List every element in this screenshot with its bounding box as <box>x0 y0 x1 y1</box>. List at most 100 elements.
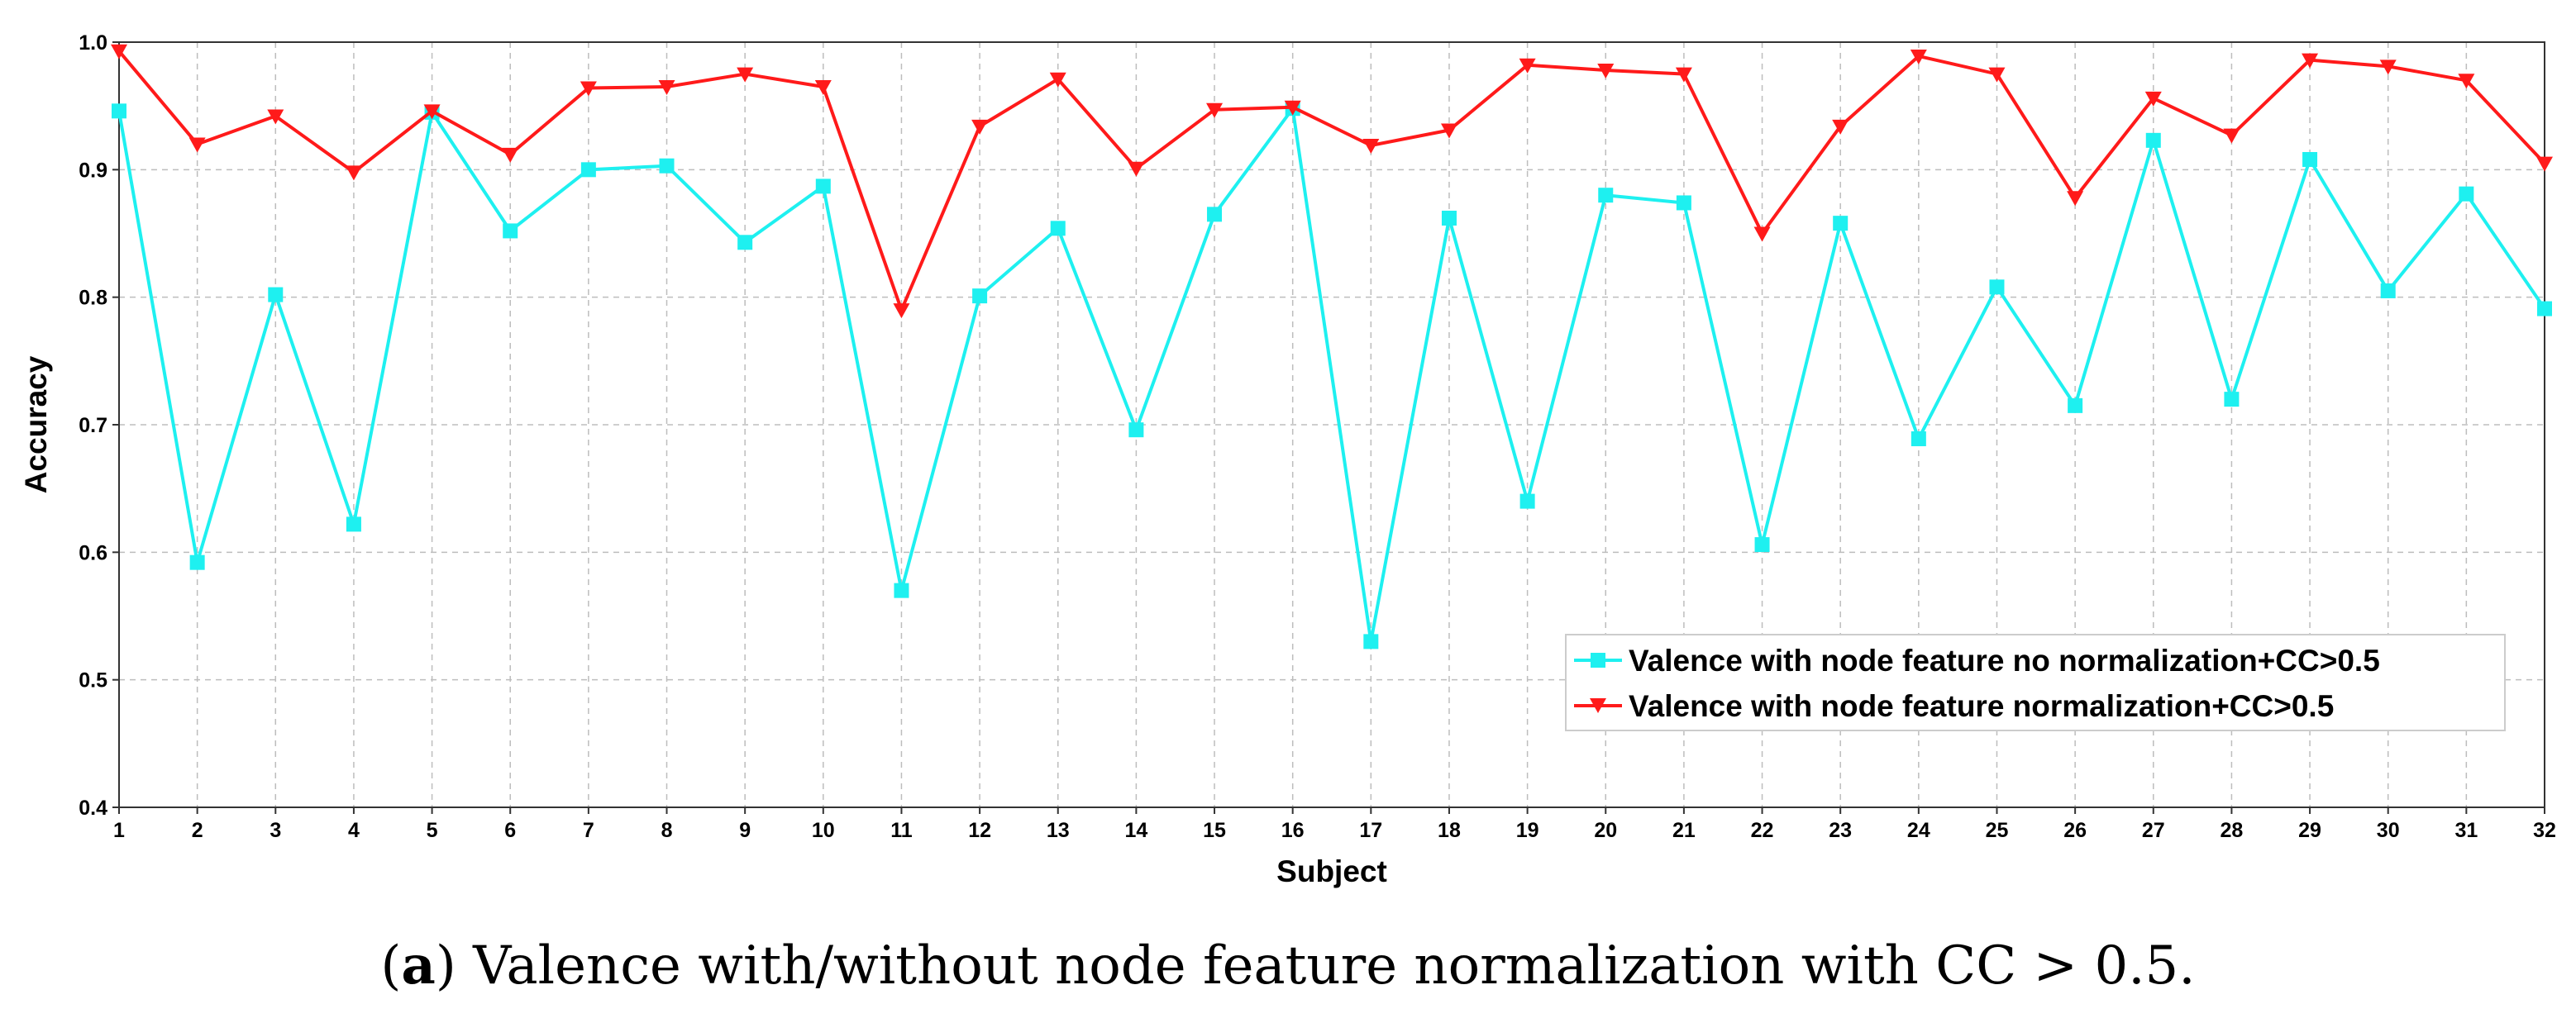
data-point-square <box>737 235 753 250</box>
legend-box <box>1565 634 2506 731</box>
data-point-triangle <box>893 303 910 319</box>
y-tick-label: 0.7 <box>79 414 107 437</box>
x-tick-label: 12 <box>968 819 991 842</box>
x-tick-label: 17 <box>1359 819 1382 842</box>
y-tick-label: 1.0 <box>79 31 107 55</box>
data-point-square <box>2380 283 2396 298</box>
x-tick-label: 13 <box>1047 819 1070 842</box>
data-point-square <box>894 583 909 598</box>
data-point-square <box>1363 634 1379 649</box>
data-point-square <box>1441 210 1457 226</box>
data-point-triangle <box>1440 123 1457 139</box>
data-point-square <box>1128 422 1144 438</box>
data-point-triangle <box>658 80 675 96</box>
data-point-square <box>346 516 361 532</box>
x-axis-title: Subject <box>1276 854 1387 888</box>
data-point-triangle <box>1049 72 1066 88</box>
series-no-normalization <box>112 101 2552 649</box>
series-line <box>117 50 2546 312</box>
data-point-triangle <box>1675 67 1692 83</box>
series-line <box>117 107 2546 644</box>
data-point-triangle <box>2223 128 2240 144</box>
data-point-triangle <box>2067 191 2084 207</box>
data-point-triangle <box>2302 53 2319 69</box>
data-point-triangle <box>1988 67 2006 83</box>
data-point-square <box>2068 397 2083 413</box>
x-tick-label: 31 <box>2454 819 2478 842</box>
data-point-square <box>2302 151 2318 167</box>
x-tick-label: 27 <box>2142 819 2165 842</box>
data-point-triangle <box>1910 49 1927 64</box>
data-point-triangle <box>345 165 362 181</box>
legend-label-normalization: Valence with node feature normalization+… <box>1629 689 2334 723</box>
x-tick-label: 25 <box>1986 819 2009 842</box>
data-point-square <box>1911 431 1926 446</box>
x-tick-label: 15 <box>1203 819 1226 842</box>
x-tick-label: 9 <box>739 819 751 842</box>
legend: Valence with node feature no normalizati… <box>1565 634 2506 731</box>
x-tick-label: 10 <box>812 819 835 842</box>
x-tick-label: 32 <box>2533 819 2556 842</box>
x-tick-label: 29 <box>2298 819 2321 842</box>
x-tick-label: 16 <box>1281 819 1305 842</box>
series-normalization <box>111 44 2553 319</box>
y-tick-label: 0.5 <box>79 669 107 692</box>
data-point-triangle <box>2536 156 2553 172</box>
data-point-square <box>1833 216 1849 231</box>
data-point-triangle <box>971 119 989 135</box>
data-point-square <box>659 158 675 174</box>
x-tick-label: 30 <box>2377 819 2400 842</box>
legend-marker-triangle <box>1590 698 1606 713</box>
y-tick-label: 0.4 <box>79 797 107 820</box>
series-layer <box>111 44 2553 649</box>
caption-text: (a) Valence with/without node feature no… <box>380 935 2195 997</box>
data-point-triangle <box>111 44 127 59</box>
data-point-triangle <box>1128 161 1145 177</box>
data-point-square <box>580 162 596 178</box>
x-tick-label: 1 <box>113 819 125 842</box>
y-tick-label: 0.6 <box>79 541 107 564</box>
x-tick-label: 11 <box>890 819 913 842</box>
x-tick-label: 19 <box>1516 819 1539 842</box>
legend-marker-square <box>1591 653 1605 668</box>
x-tick-label: 6 <box>504 819 516 842</box>
x-tick-label: 7 <box>583 819 594 842</box>
x-tick-label: 21 <box>1672 819 1696 842</box>
data-point-triangle <box>814 80 832 96</box>
data-point-triangle <box>2144 91 2162 107</box>
data-point-triangle <box>1597 63 1615 79</box>
data-point-triangle <box>1206 102 1224 118</box>
data-point-square <box>2224 392 2240 407</box>
data-point-square <box>503 223 518 239</box>
data-point-triangle <box>502 147 519 163</box>
x-tick-label: 26 <box>2063 819 2087 842</box>
data-point-square <box>1989 279 2005 295</box>
x-tick-label: 8 <box>661 819 673 842</box>
data-point-triangle <box>1284 100 1301 116</box>
data-point-triangle <box>1832 119 1849 135</box>
data-point-triangle <box>1362 139 1380 155</box>
data-point-square <box>1519 493 1535 509</box>
data-point-square <box>112 103 126 119</box>
x-tick-label: 24 <box>1907 819 1930 842</box>
data-point-square <box>815 178 831 194</box>
data-point-triangle <box>737 67 754 83</box>
data-point-triangle <box>580 81 597 97</box>
data-point-triangle <box>1519 58 1536 74</box>
data-point-square <box>1207 207 1223 222</box>
y-axis-title: Accuracy <box>19 355 53 493</box>
data-point-triangle <box>188 137 206 153</box>
x-tick-label: 2 <box>192 819 203 842</box>
x-tick-label: 4 <box>348 819 360 842</box>
x-tick-label: 28 <box>2221 819 2244 842</box>
x-tick-label: 20 <box>1594 819 1617 842</box>
data-point-square <box>972 288 988 304</box>
data-point-square <box>1754 537 1770 553</box>
data-point-square <box>1676 195 1691 211</box>
figure-caption: (a) Valence with/without node feature no… <box>380 935 2195 997</box>
legend-label-no-normalization: Valence with node feature no normalizati… <box>1629 644 2380 678</box>
data-point-square <box>1598 188 1614 203</box>
